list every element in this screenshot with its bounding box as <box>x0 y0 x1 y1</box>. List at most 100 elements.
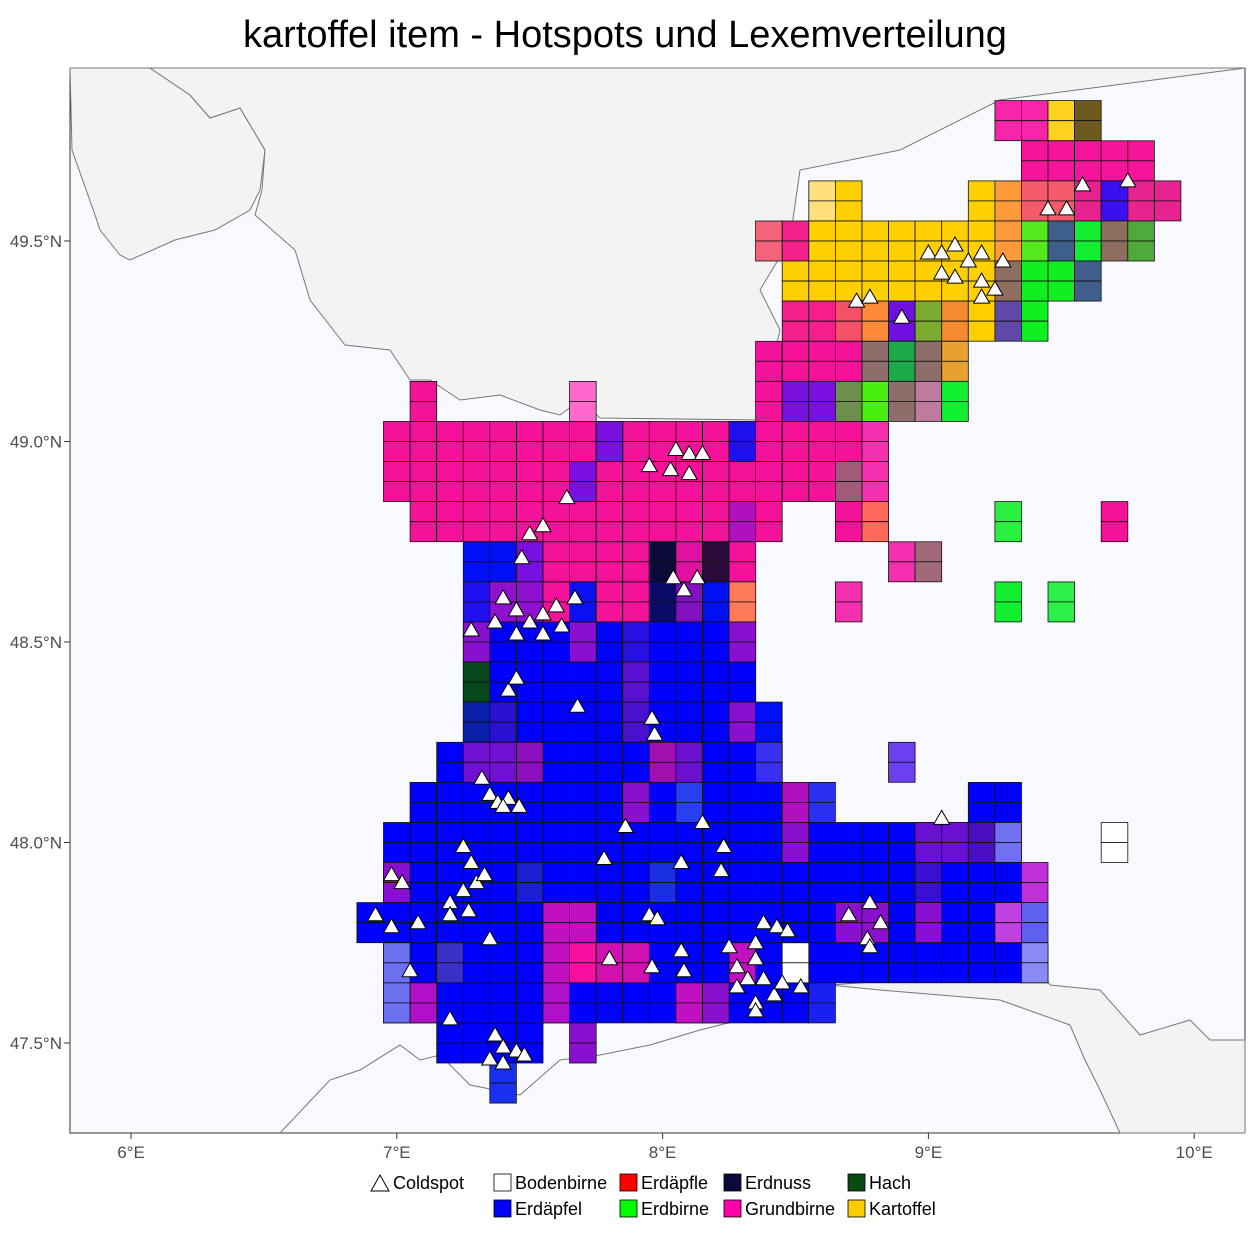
grid-cell <box>383 461 411 483</box>
grid-cell <box>835 942 863 964</box>
grid-cell <box>808 942 836 964</box>
grid-cell <box>808 280 836 302</box>
grid-cell <box>728 621 757 643</box>
grid-cell <box>622 421 650 442</box>
coldspot-marker <box>480 1049 499 1066</box>
grid-cell <box>542 721 571 743</box>
grid-cell <box>516 741 544 763</box>
coldspot-marker <box>467 873 486 890</box>
coldspot-marker <box>773 973 792 990</box>
grid-cell <box>1021 100 1049 121</box>
coldspot-marker <box>643 709 661 725</box>
grid-cell <box>595 721 624 743</box>
grid-cell <box>861 380 890 402</box>
coldspot-marker <box>640 456 659 473</box>
grid-cell <box>861 842 890 863</box>
grid-cell <box>595 641 624 663</box>
y-tick-label: 48.5°N <box>10 633 62 652</box>
grid-cell <box>808 782 836 803</box>
coldspot-marker <box>861 937 879 954</box>
grid-cell <box>542 982 571 1004</box>
grid-cell <box>702 922 730 944</box>
grid-cell <box>1021 882 1049 903</box>
grid-cell <box>489 461 517 483</box>
grid-cell <box>808 441 836 462</box>
grid-cell <box>462 802 491 823</box>
grid-cell <box>569 521 597 543</box>
grid-cell <box>808 1002 836 1024</box>
coldspot-marker <box>972 243 991 260</box>
grid-cell <box>781 481 810 503</box>
grid-cell <box>914 300 943 322</box>
grid-cell <box>675 501 703 523</box>
grid-cell <box>1021 902 1049 923</box>
grid-cell <box>755 842 783 863</box>
grid-cell <box>409 862 438 883</box>
grid-cell <box>861 320 890 342</box>
grid-cell <box>462 661 491 683</box>
grid-cell <box>436 761 464 783</box>
x-tick-label: 7°E <box>383 1143 411 1162</box>
grid-cell <box>861 862 890 883</box>
grid-cell <box>808 802 836 823</box>
coldspot-marker <box>441 1009 459 1026</box>
coldspot-marker <box>932 264 951 280</box>
grid-cell <box>781 461 810 483</box>
grid-cell <box>436 802 464 823</box>
grid-cell <box>1021 922 1049 944</box>
grid-cell <box>489 541 517 563</box>
grid-cell <box>994 120 1022 142</box>
grid-cell <box>409 461 438 483</box>
coldspot-marker <box>754 969 773 986</box>
grid-cell <box>569 741 597 763</box>
grid-cell <box>914 280 943 302</box>
grid-cell <box>755 721 783 743</box>
grid-cell <box>436 421 464 442</box>
grid-cell <box>994 240 1022 262</box>
grid-cell <box>861 260 890 282</box>
grid-cell <box>542 922 571 944</box>
grid-cell <box>1021 942 1049 964</box>
x-axis: 6°E 7°E 8°E 9°E 10°E <box>117 1133 1213 1162</box>
coldspot-marker <box>600 949 619 966</box>
grid-cell <box>675 481 703 503</box>
grid-cell <box>516 561 544 583</box>
grid-cell <box>702 521 730 543</box>
grid-cell <box>808 360 836 382</box>
grid-cell <box>462 421 491 442</box>
grid-cell <box>994 862 1022 883</box>
grid-cell <box>755 521 783 543</box>
grid-cell <box>569 1022 597 1044</box>
coldspot-marker <box>547 596 566 613</box>
grid-cell <box>383 822 411 843</box>
grid-cell <box>595 1002 624 1024</box>
grid-cell <box>675 661 703 683</box>
grid-cell <box>914 922 943 944</box>
grid-cell <box>861 441 890 462</box>
grid-cell <box>941 320 969 342</box>
grid-cell <box>1021 160 1049 182</box>
grid-cell <box>489 862 517 883</box>
grid-cell <box>1100 822 1129 843</box>
grid-cell <box>595 982 624 1004</box>
grid-cell <box>888 220 916 242</box>
grid-cell <box>675 882 703 903</box>
legend-label: Erdbirne <box>641 1199 709 1219</box>
grid-cell <box>516 1022 544 1044</box>
grid-cell <box>702 421 730 442</box>
grid-cell <box>808 922 836 944</box>
grid-cell <box>542 842 571 863</box>
legend-key <box>370 1173 390 1192</box>
grid-cell <box>728 782 757 803</box>
grid-cell <box>728 641 757 663</box>
grid-cell <box>755 501 783 523</box>
grid-cell <box>622 621 650 643</box>
grid-cell <box>888 822 916 843</box>
grid-cell <box>755 782 783 803</box>
coldspot-marker <box>486 612 504 629</box>
grid-cell <box>516 782 544 803</box>
grid-cell <box>675 922 703 944</box>
grid-cell <box>808 240 836 262</box>
grid-cell <box>489 501 517 523</box>
grid-cell <box>1074 160 1102 182</box>
